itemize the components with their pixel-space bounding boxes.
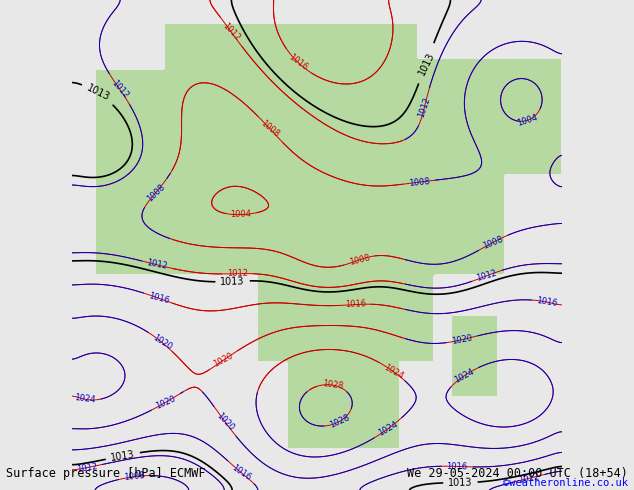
Text: 1012: 1012 [518, 472, 540, 485]
Text: 1024: 1024 [377, 419, 399, 438]
Text: 1028: 1028 [321, 379, 344, 391]
Text: 1016: 1016 [345, 300, 366, 309]
Text: 1028: 1028 [328, 413, 351, 430]
Text: 1024: 1024 [74, 393, 96, 405]
Text: 1013: 1013 [110, 449, 136, 463]
Text: 1012: 1012 [221, 21, 242, 42]
Text: 1012: 1012 [476, 269, 498, 283]
Text: 1020: 1020 [155, 394, 178, 411]
Text: 1008: 1008 [124, 471, 145, 482]
Text: 1012: 1012 [75, 462, 98, 474]
Text: We 29-05-2024 00:00 UTC (18+54): We 29-05-2024 00:00 UTC (18+54) [407, 467, 628, 480]
Text: 1012: 1012 [227, 269, 248, 278]
Text: 1012: 1012 [146, 258, 169, 271]
Text: 1016: 1016 [446, 462, 468, 471]
Text: 1012: 1012 [417, 96, 432, 119]
Text: Surface pressure [hPa] ECMWF: Surface pressure [hPa] ECMWF [6, 467, 206, 480]
Text: 1008: 1008 [348, 253, 371, 267]
Text: 1004: 1004 [230, 210, 252, 220]
Text: 1024: 1024 [453, 367, 476, 385]
Text: 1013: 1013 [220, 276, 245, 287]
Text: ©weatheronline.co.uk: ©weatheronline.co.uk [503, 478, 628, 488]
Text: 1008: 1008 [482, 234, 505, 250]
Text: 1013: 1013 [85, 83, 111, 103]
Text: 1016: 1016 [148, 291, 171, 305]
Text: 1020: 1020 [451, 333, 473, 346]
Text: 1016: 1016 [230, 463, 252, 482]
Text: 1013: 1013 [417, 50, 436, 76]
Text: 1016: 1016 [536, 296, 559, 308]
Text: 1008: 1008 [145, 182, 166, 203]
Text: 1020: 1020 [214, 411, 235, 432]
Text: 1024: 1024 [382, 363, 404, 381]
Text: 1020: 1020 [151, 333, 173, 352]
Text: 1020: 1020 [212, 351, 235, 369]
Text: 1012: 1012 [109, 78, 130, 100]
Text: 1008: 1008 [259, 119, 281, 140]
Text: 1004: 1004 [516, 113, 539, 128]
Text: 1016: 1016 [287, 52, 309, 73]
Text: 1013: 1013 [448, 477, 473, 488]
Text: 1008: 1008 [408, 176, 430, 188]
